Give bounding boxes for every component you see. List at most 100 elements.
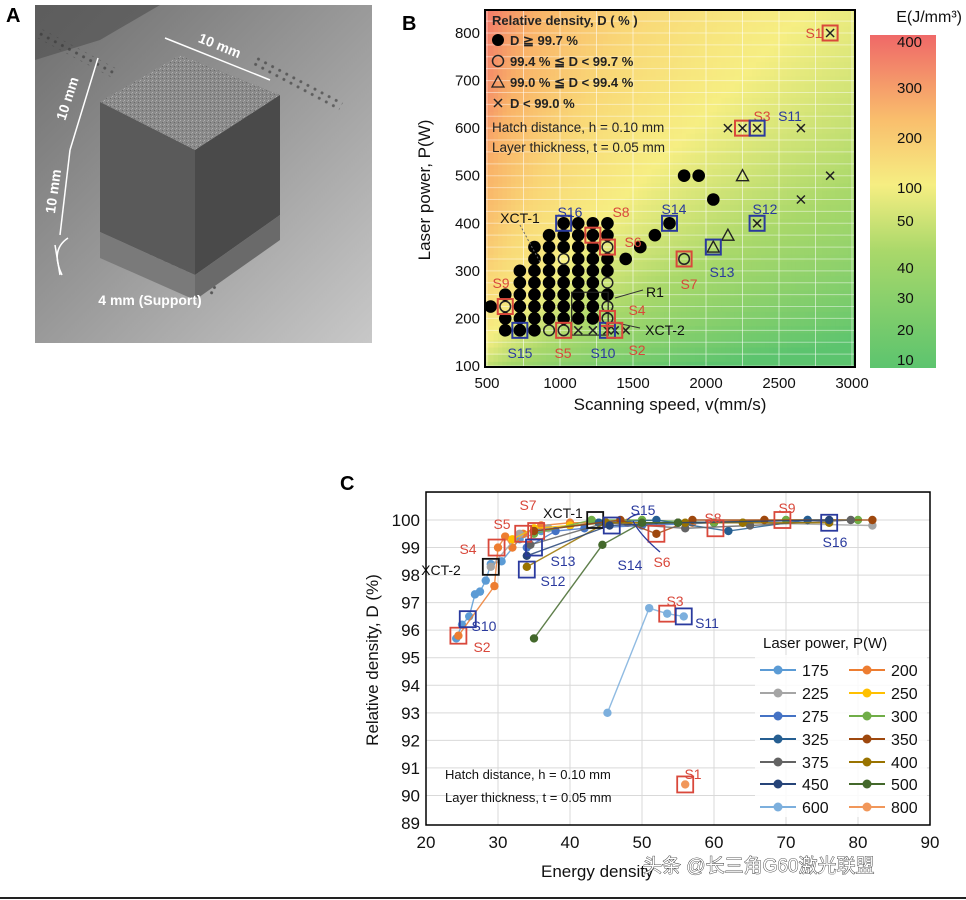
heat-cell: [668, 311, 674, 320]
heat-cell: [822, 325, 828, 334]
heat-cell: [563, 361, 569, 368]
heat-cell: [716, 125, 722, 134]
heat-cell: [611, 154, 617, 163]
heat-cell: [541, 161, 547, 170]
heat-cell: [598, 211, 604, 220]
heat-cell: [760, 154, 766, 163]
heat-cell: [747, 54, 753, 63]
heat-cell: [839, 25, 845, 34]
heat-cell: [760, 90, 766, 98]
heat-cell: [791, 175, 797, 184]
heat-cell: [681, 68, 687, 77]
heat-cell: [563, 147, 569, 155]
heat-cell: [537, 97, 543, 105]
heat-cell: [730, 254, 736, 262]
heat-cell: [511, 218, 517, 227]
heat-cell: [716, 339, 722, 348]
b-x-tick-label: 2500: [762, 375, 795, 392]
heat-cell: [585, 18, 591, 27]
heat-cell: [751, 346, 757, 355]
heat-cell: [808, 239, 814, 248]
heat-cell: [598, 11, 604, 20]
heat-cell: [611, 111, 617, 120]
heat-cell: [843, 268, 849, 277]
heat-cell: [695, 239, 701, 248]
heat-cell: [787, 54, 793, 63]
heat-cell: [699, 147, 705, 155]
heat-cell: [489, 168, 495, 177]
heat-cell: [511, 11, 517, 20]
b-legend: Relative density, D ( % ) D ≧ 99.7 % 99.…: [490, 13, 665, 155]
heat-cell: [576, 47, 582, 56]
heat-cell: [624, 261, 630, 270]
heat-cell: [660, 297, 665, 305]
heat-cell: [629, 104, 635, 113]
heat-cell: [502, 132, 508, 141]
heat-cell: [585, 211, 591, 220]
heat-cell: [773, 140, 779, 148]
heat-cell: [822, 361, 828, 368]
filled-point: [571, 264, 585, 278]
heat-cell: [633, 289, 639, 298]
heat-cell: [655, 211, 661, 220]
heat-cell: [502, 354, 508, 362]
heat-cell: [642, 68, 648, 77]
heat-cell: [550, 104, 556, 113]
heat-cell: [760, 297, 766, 305]
heat-cell: [690, 175, 696, 184]
heat-cell: [559, 168, 565, 177]
heat-cell: [725, 111, 731, 120]
heat-cell: [550, 25, 556, 34]
heat-cell: [611, 361, 617, 368]
heat-cell: [493, 147, 499, 155]
heat-cell: [646, 97, 652, 105]
heat-cell: [681, 118, 687, 127]
heat-cell: [541, 189, 547, 198]
heat-cell: [554, 339, 560, 348]
heat-cell: [581, 204, 587, 212]
heat-cell: [835, 140, 841, 148]
heat-cell: [506, 33, 512, 41]
legend-entry-275: 275: [760, 709, 829, 726]
heat-cell: [620, 90, 626, 98]
heat-cell: [734, 346, 740, 355]
heat-cell: [848, 361, 854, 368]
heat-cell: [721, 204, 727, 212]
heat-cell: [651, 97, 657, 105]
heat-cell: [769, 111, 775, 120]
heat-cell: [493, 354, 499, 362]
heat-cell: [502, 111, 508, 120]
heat-cell: [800, 11, 806, 20]
heat-cell: [795, 268, 801, 277]
heat-cell: [532, 189, 538, 198]
heat-cell: [581, 18, 587, 27]
heat-cell: [817, 211, 823, 220]
heat-cell: [826, 332, 832, 341]
heat-cell: [808, 268, 814, 277]
heat-cell: [611, 25, 617, 34]
heat-cell: [791, 33, 797, 41]
heat-cell: [778, 125, 784, 134]
heat-cell: [511, 18, 517, 27]
heat-cell: [572, 346, 578, 355]
heat-cell: [695, 204, 701, 212]
heat-cell: [800, 147, 806, 155]
heat-cell: [655, 204, 661, 212]
heat-cell: [804, 311, 810, 320]
heat-cell: [791, 275, 797, 284]
b-y-tick-label: 100: [455, 358, 480, 375]
heat-cell: [708, 304, 714, 312]
heat-cell: [638, 182, 644, 191]
heat-cell: [751, 140, 757, 148]
heat-cell: [760, 140, 766, 148]
heat-cell: [497, 47, 503, 56]
heat-cell: [721, 168, 727, 177]
heat-cell: [541, 297, 547, 305]
heat-cell: [743, 47, 749, 56]
colorbar-tick-label: 100: [897, 180, 922, 197]
heat-cell: [497, 111, 503, 120]
heat-cell: [646, 161, 652, 170]
heat-cell: [611, 225, 617, 234]
heat-cell: [721, 25, 727, 34]
